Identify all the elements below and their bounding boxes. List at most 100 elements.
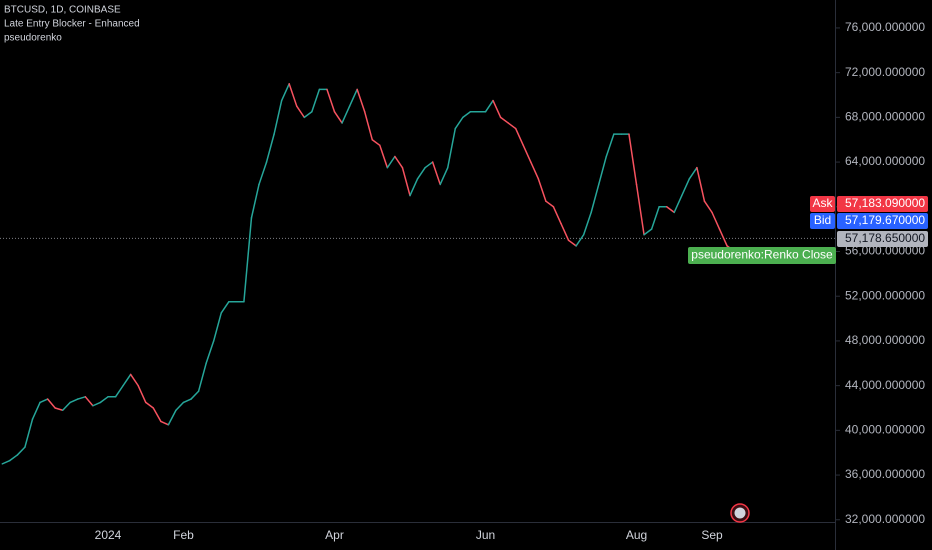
renko-segment — [598, 155, 608, 186]
renko-segment — [326, 88, 336, 113]
renko-segment — [258, 161, 268, 186]
renko-segment — [303, 111, 313, 119]
series-tag — [688, 247, 836, 264]
renko-segment — [273, 99, 283, 135]
renko-segment — [205, 340, 215, 365]
renko-segment — [711, 211, 721, 230]
renko-segment — [522, 144, 532, 163]
renko-segment — [1, 459, 11, 465]
renko-segment — [718, 228, 728, 247]
renko-segment — [386, 155, 396, 169]
price-tag — [837, 196, 928, 212]
renko-segment — [424, 161, 434, 169]
renko-segment — [379, 144, 389, 169]
renko-segment — [665, 206, 675, 214]
renko-segment — [348, 88, 358, 107]
indicator-label: pseudorenko — [4, 33, 62, 44]
renko-segment — [628, 133, 638, 186]
price-tag-name: Ask — [812, 196, 833, 210]
renko-segment — [160, 420, 170, 426]
renko-segment — [635, 183, 645, 236]
y-tick-label: 76,000.000000 — [845, 20, 925, 34]
renko-segment — [605, 133, 615, 158]
indicator-label: Late Entry Blocker - Enhanced — [4, 19, 140, 30]
last-price-label: 57,178.650000 — [845, 231, 925, 245]
renko-segment — [182, 398, 192, 404]
renko-segment — [673, 194, 683, 214]
renko-segment — [590, 183, 600, 214]
renko-segment — [703, 200, 713, 214]
y-tick-label: 72,000.000000 — [845, 65, 925, 79]
x-tick-label: Aug — [626, 528, 647, 542]
renko-segment — [333, 111, 343, 124]
renko-segment — [499, 116, 509, 124]
renko-segment — [145, 401, 155, 409]
renko-segment — [394, 155, 404, 169]
renko-segment — [137, 384, 147, 404]
x-tick-label: Jun — [476, 528, 495, 542]
renko-segment — [250, 183, 260, 219]
renko-segment — [696, 166, 706, 202]
renko-segment — [122, 373, 132, 387]
renko-segment — [514, 127, 524, 147]
price-tag-name-box — [810, 213, 835, 229]
x-tick-label: Sep — [701, 528, 723, 542]
renko-segment — [129, 373, 139, 387]
flag-icon[interactable] — [730, 503, 750, 523]
renko-segment — [356, 88, 366, 113]
renko-segment — [530, 161, 540, 180]
price-tag — [837, 213, 928, 229]
x-tick-label: Feb — [173, 528, 194, 542]
renko-segment — [243, 217, 253, 303]
y-tick-label: 64,000.000000 — [845, 154, 925, 168]
renko-segment — [567, 239, 577, 247]
renko-segment — [560, 222, 570, 242]
renko-segment — [61, 401, 71, 411]
renko-segment — [492, 99, 502, 119]
x-tick-label: 2024 — [95, 528, 122, 542]
y-tick-label: 44,000.000000 — [845, 378, 925, 392]
renko-segment — [582, 211, 592, 236]
renko-segment — [416, 166, 426, 180]
renko-segment — [454, 116, 464, 130]
last-price-tag — [837, 231, 928, 247]
renko-segment — [212, 312, 222, 342]
renko-segment — [650, 206, 660, 230]
price-tag-label: 57,179.670000 — [845, 213, 925, 227]
renko-segment — [484, 99, 494, 113]
x-tick-label: Apr — [325, 528, 344, 542]
renko-segment — [24, 418, 34, 448]
renko-segment — [197, 362, 207, 392]
y-tick-label: 40,000.000000 — [845, 423, 925, 437]
flag-core[interactable] — [734, 507, 746, 519]
renko-segment — [69, 398, 79, 404]
y-tick-label: 32,000.000000 — [845, 512, 925, 526]
renko-segment — [545, 200, 555, 208]
renko-segment — [409, 178, 419, 197]
renko-segment — [507, 122, 517, 130]
renko-segment — [114, 384, 124, 398]
renko-segment — [190, 390, 200, 400]
renko-segment — [296, 105, 306, 119]
renko-segment — [46, 398, 56, 409]
renko-segment — [311, 88, 321, 113]
y-tick-label: 48,000.000000 — [845, 333, 925, 347]
renko-segment — [167, 409, 177, 426]
renko-segment — [363, 111, 373, 141]
renko-segment — [447, 127, 457, 169]
renko-segment — [341, 105, 351, 124]
renko-segment — [16, 446, 26, 456]
renko-segment — [688, 166, 698, 180]
renko-segment — [288, 83, 298, 107]
renko-segment — [431, 161, 441, 186]
renko-segment — [681, 178, 691, 197]
renko-segment — [175, 401, 185, 411]
renko-segment — [371, 138, 381, 147]
renko-segment — [462, 111, 472, 119]
renko-segment — [575, 233, 585, 247]
renko-segment — [9, 454, 19, 462]
renko-segment — [439, 166, 449, 186]
renko-segment — [537, 178, 547, 202]
